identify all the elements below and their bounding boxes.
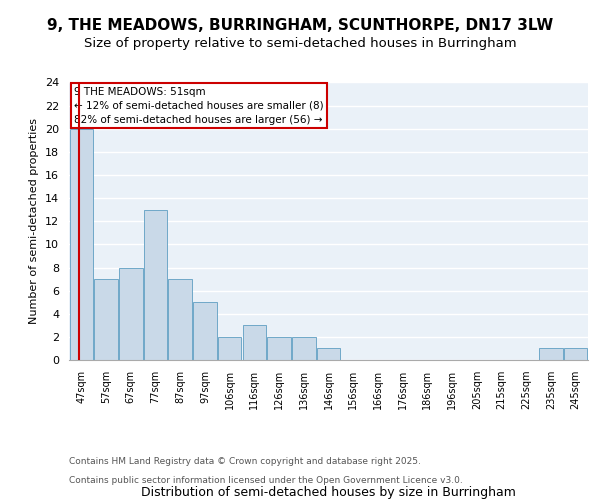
Bar	[317, 348, 340, 360]
Bar	[119, 268, 143, 360]
X-axis label: Distribution of semi-detached houses by size in Burringham: Distribution of semi-detached houses by …	[141, 486, 516, 498]
Bar	[94, 279, 118, 360]
Y-axis label: Number of semi-detached properties: Number of semi-detached properties	[29, 118, 40, 324]
Bar	[144, 210, 167, 360]
Bar	[564, 348, 587, 360]
Text: Size of property relative to semi-detached houses in Burringham: Size of property relative to semi-detach…	[83, 38, 517, 51]
Bar	[539, 348, 563, 360]
Bar	[218, 337, 241, 360]
Bar	[169, 279, 192, 360]
Bar	[242, 326, 266, 360]
Bar	[268, 337, 291, 360]
Text: 9 THE MEADOWS: 51sqm
← 12% of semi-detached houses are smaller (8)
82% of semi-d: 9 THE MEADOWS: 51sqm ← 12% of semi-detac…	[74, 86, 324, 124]
Bar	[70, 128, 93, 360]
Text: Contains public sector information licensed under the Open Government Licence v3: Contains public sector information licen…	[69, 476, 463, 485]
Bar	[292, 337, 316, 360]
Text: Contains HM Land Registry data © Crown copyright and database right 2025.: Contains HM Land Registry data © Crown c…	[69, 458, 421, 466]
Text: 9, THE MEADOWS, BURRINGHAM, SCUNTHORPE, DN17 3LW: 9, THE MEADOWS, BURRINGHAM, SCUNTHORPE, …	[47, 18, 553, 32]
Bar	[193, 302, 217, 360]
